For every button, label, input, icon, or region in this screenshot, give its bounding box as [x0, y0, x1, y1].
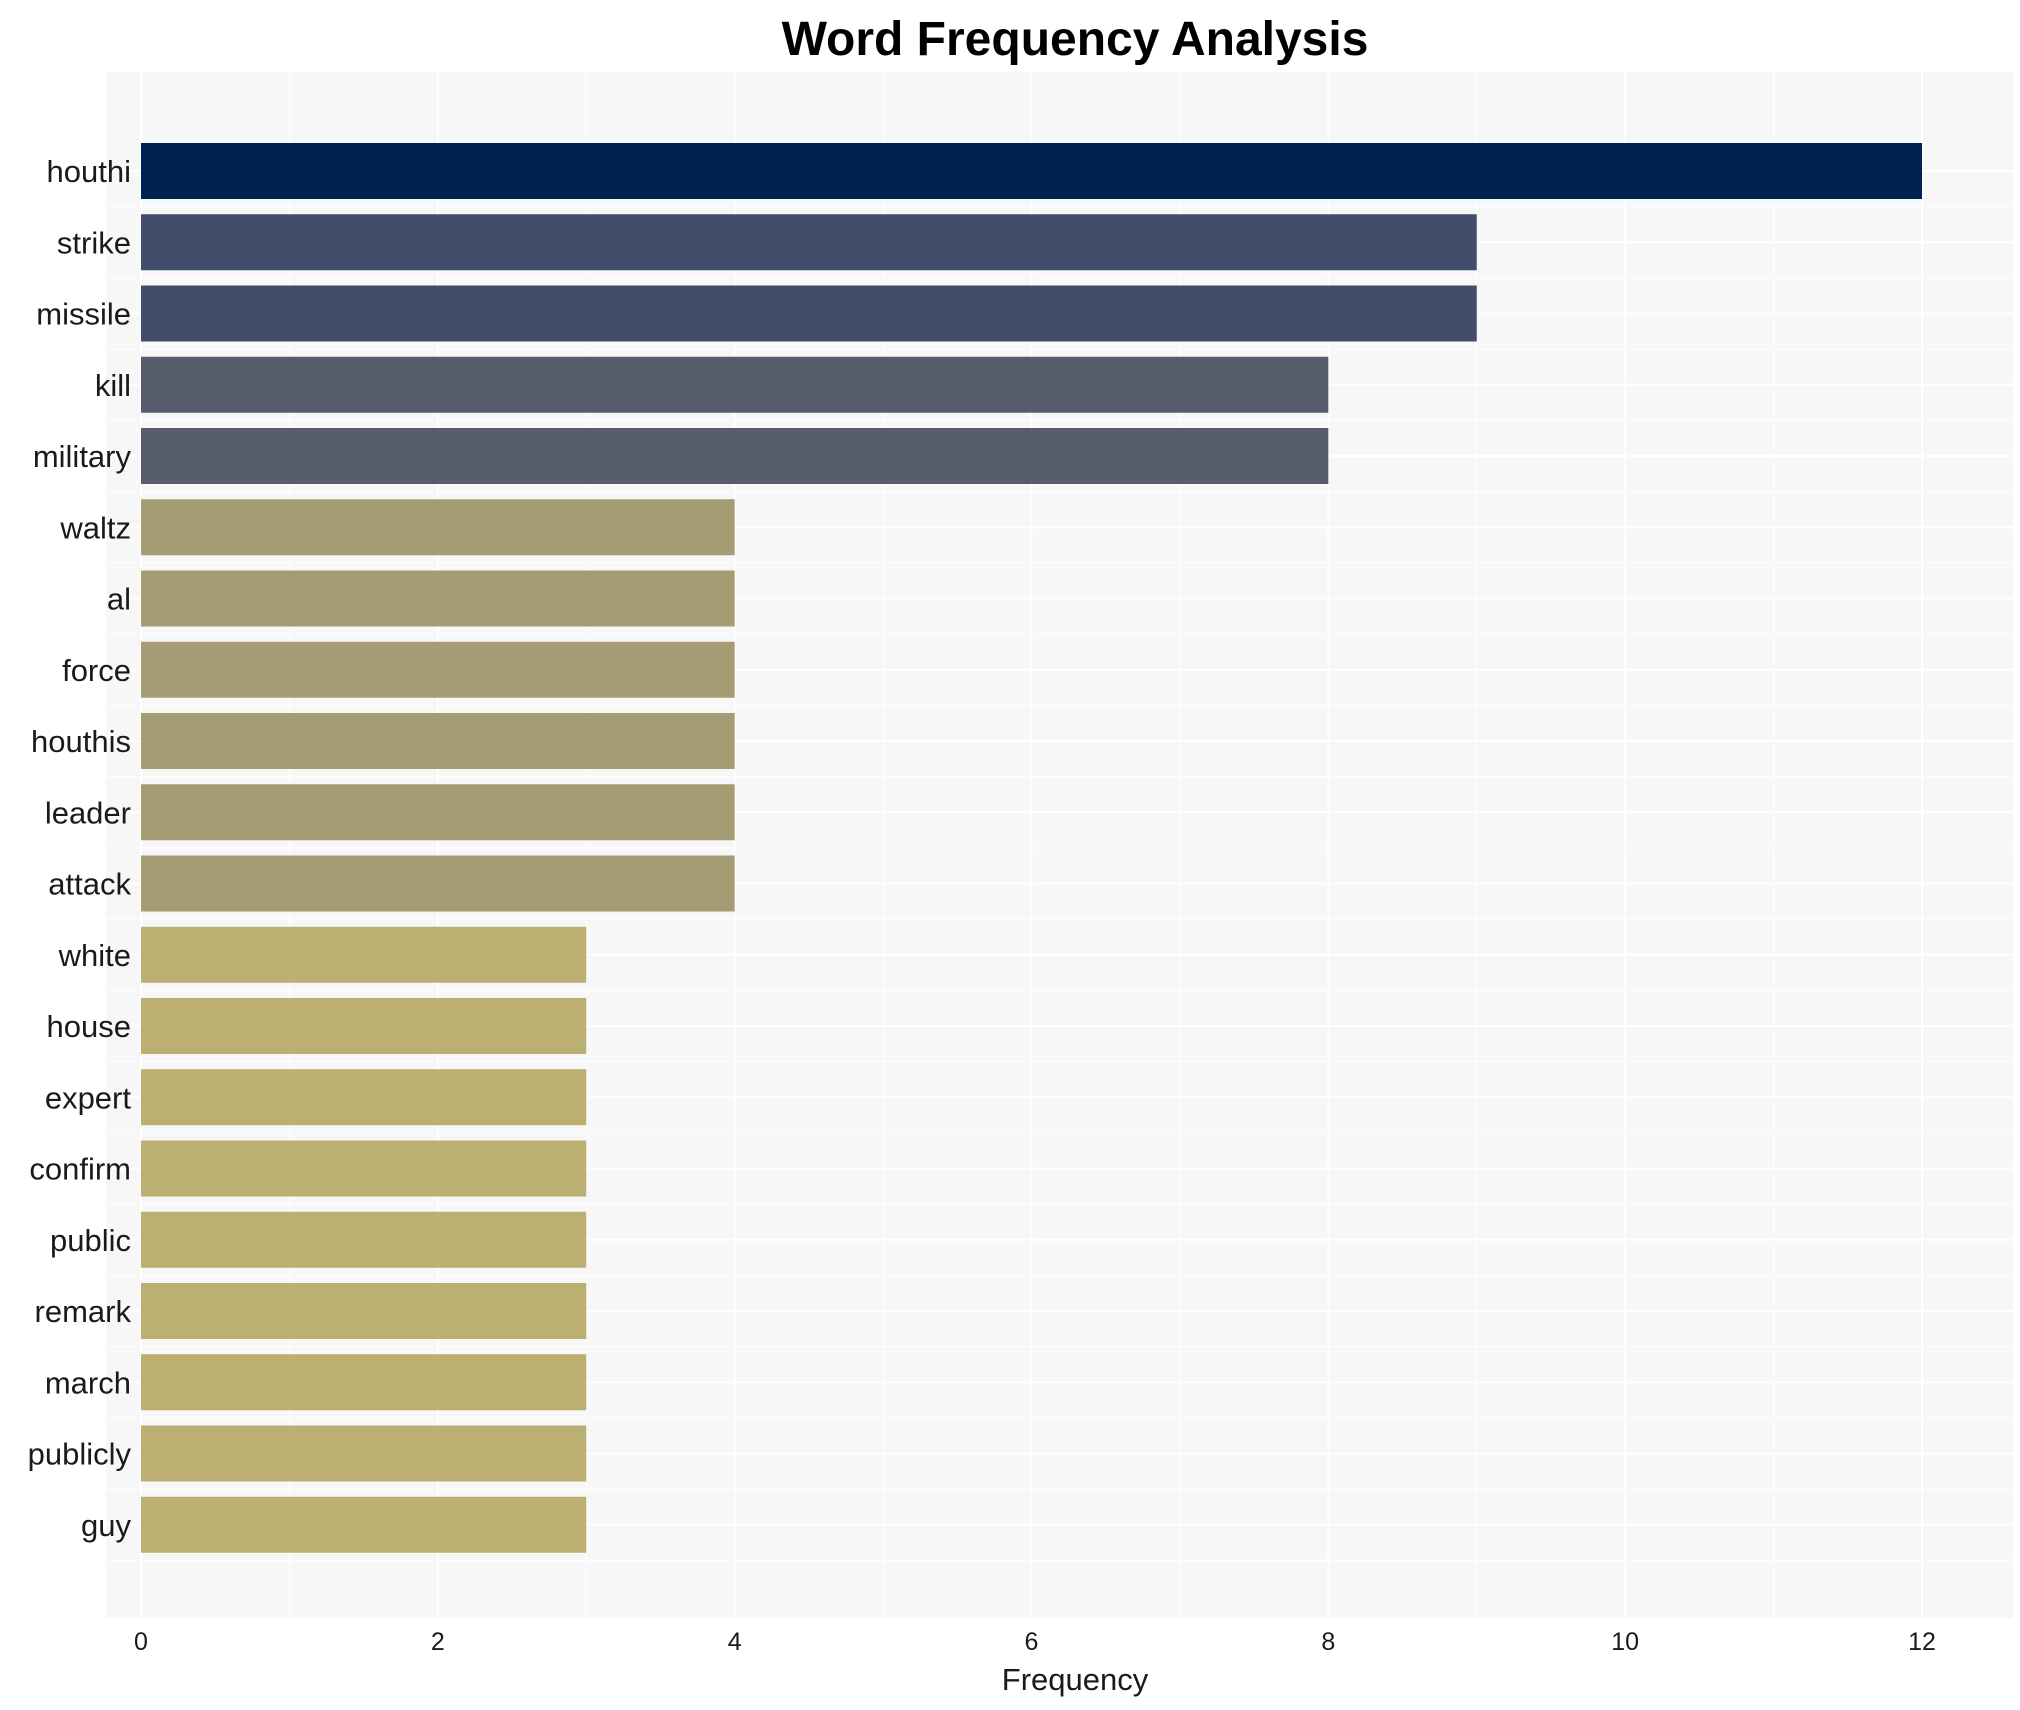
category-label-publicly: publicly — [28, 1437, 132, 1472]
category-label-strike: strike — [57, 225, 131, 260]
x-tick-labels: 0 2 4 6 8 10 12 — [134, 1628, 1936, 1656]
category-label-white: white — [58, 938, 131, 973]
bars — [141, 143, 1922, 1553]
chart-title: Word Frequency Analysis — [782, 13, 1369, 66]
category-label-houthis: houthis — [31, 724, 131, 759]
category-label-house: house — [47, 1009, 131, 1044]
bar-kill — [141, 356, 1329, 413]
bar-house — [141, 998, 587, 1054]
category-label-al: al — [107, 582, 131, 617]
bar-houthi — [141, 143, 1922, 199]
category-label-houthi: houthi — [47, 154, 131, 189]
category-label-guy: guy — [81, 1508, 131, 1543]
category-label-kill: kill — [95, 368, 131, 403]
bar-remark — [141, 1283, 587, 1339]
x-tick-label: 12 — [1908, 1628, 1936, 1656]
bar-public — [141, 1211, 587, 1268]
x-tick-label: 6 — [1025, 1628, 1039, 1656]
category-label-remark: remark — [35, 1294, 132, 1329]
category-label-missile: missile — [36, 297, 131, 332]
bar-al — [141, 570, 735, 627]
x-tick-label: 2 — [431, 1628, 445, 1656]
x-tick-label: 4 — [728, 1628, 742, 1656]
bar-houthis — [141, 713, 735, 769]
bar-confirm — [141, 1140, 587, 1197]
bar-guy — [141, 1496, 587, 1553]
bar-missile — [141, 285, 1477, 342]
bar-white — [141, 926, 587, 983]
x-tick-label: 8 — [1321, 1628, 1335, 1656]
category-label-expert: expert — [45, 1080, 132, 1115]
bar-strike — [141, 214, 1477, 271]
bar-leader — [141, 784, 735, 841]
category-label-march: march — [45, 1365, 131, 1400]
category-label-waltz: waltz — [59, 510, 131, 545]
bar-waltz — [141, 499, 735, 556]
category-label-leader: leader — [45, 795, 131, 830]
bar-military — [141, 428, 1329, 484]
bar-expert — [141, 1069, 587, 1126]
category-labels: houthi strike missile kill military waltz al fo… — [28, 154, 132, 1543]
category-label-attack: attack — [48, 867, 131, 902]
bar-publicly — [141, 1425, 587, 1482]
bar-march — [141, 1354, 587, 1411]
category-label-confirm: confirm — [29, 1152, 131, 1187]
category-label-public: public — [50, 1223, 131, 1258]
category-label-force: force — [62, 653, 131, 688]
x-tick-label: 10 — [1611, 1628, 1639, 1656]
x-tick-label: 0 — [134, 1628, 148, 1656]
bar-force — [141, 641, 735, 698]
category-label-military: military — [33, 439, 132, 474]
x-axis-title: Frequency — [1002, 1662, 1149, 1697]
bar-attack — [141, 855, 735, 912]
